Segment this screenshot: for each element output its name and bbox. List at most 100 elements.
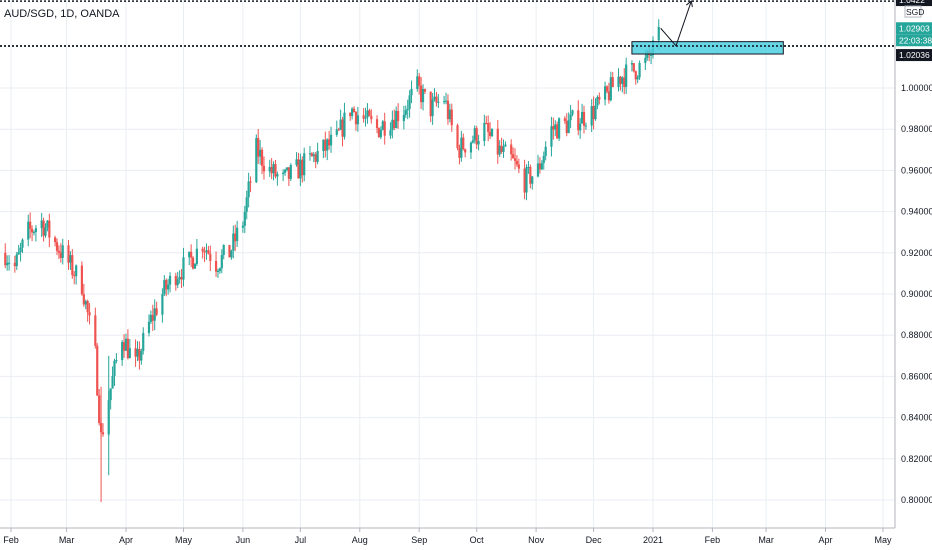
candle-body	[27, 221, 30, 240]
x-tick-label: Mar	[758, 535, 774, 545]
candle-body	[228, 245, 231, 258]
candle-body	[418, 76, 421, 86]
candle-body	[383, 121, 386, 136]
candle-body	[96, 345, 99, 396]
candle-body	[649, 54, 653, 56]
candle-body	[416, 76, 419, 89]
candle-body	[352, 108, 356, 113]
candle-body	[32, 231, 36, 233]
candle-body	[368, 110, 371, 116]
candle-body	[69, 255, 72, 263]
demand-zone-box	[631, 41, 784, 55]
candle-body	[282, 172, 285, 175]
candle-body	[180, 276, 183, 280]
candle-body	[623, 77, 626, 87]
x-tick-label: Apr	[119, 535, 133, 545]
candle-body	[402, 114, 405, 122]
candle-body	[473, 128, 476, 141]
x-tick-label: 2021	[643, 535, 663, 545]
x-tick-label: Jul	[295, 535, 307, 545]
candle-body	[270, 167, 273, 174]
candle-body	[512, 154, 515, 159]
currency-tag: SGD	[904, 5, 924, 18]
candle-body	[182, 257, 185, 280]
candle-body	[527, 166, 530, 168]
candle-body	[529, 166, 532, 184]
candle-body	[257, 138, 260, 157]
level-price-tag: 1.02036	[896, 49, 932, 62]
candles	[4, 19, 660, 503]
candle-body	[230, 250, 233, 258]
candle-body	[247, 181, 250, 198]
candle-body	[580, 111, 584, 124]
candle-body	[113, 360, 116, 376]
y-tick-label: 0.82000	[901, 454, 932, 464]
candle-body	[13, 262, 16, 267]
top-dotted-price-tag-text: 1.0422	[899, 0, 925, 5]
drawings	[0, 0, 895, 55]
candle-body	[513, 158, 517, 161]
top-dotted-price-tag: 1.0422	[896, 0, 932, 7]
y-tick-label: 0.92000	[901, 248, 932, 258]
candle-body	[259, 149, 262, 157]
candle-body	[328, 139, 331, 146]
candle-body	[80, 265, 84, 295]
candle-body	[483, 122, 486, 142]
candle-body	[366, 110, 369, 118]
candle-body	[7, 262, 11, 264]
candle-body	[339, 119, 342, 130]
candle-body	[343, 112, 346, 137]
candle-body	[477, 141, 480, 145]
candle-body	[53, 237, 57, 243]
candle-body	[34, 228, 38, 232]
candle-body	[274, 164, 277, 177]
candle-body	[489, 132, 492, 137]
candle-body	[295, 159, 298, 165]
countdown-tag-bg	[896, 34, 932, 47]
candle-body	[67, 245, 70, 263]
candle-body	[617, 76, 620, 88]
candle-body	[115, 360, 118, 362]
candle-body	[161, 294, 164, 315]
x-tick-label: May	[874, 535, 892, 545]
candle-body	[207, 250, 210, 254]
candle-body	[485, 122, 488, 124]
candle-body	[487, 123, 490, 133]
candle-body	[163, 280, 166, 295]
candle-body	[4, 252, 7, 266]
candle-body	[354, 112, 358, 125]
candle-body	[297, 159, 300, 179]
candle-body	[625, 64, 628, 87]
y-tick-label: 0.84000	[901, 413, 932, 423]
candle-body	[134, 348, 137, 357]
candle-body	[82, 294, 85, 305]
candle-body	[149, 314, 152, 322]
candle-body	[632, 63, 635, 72]
candle-body	[462, 137, 465, 150]
candle-body	[19, 247, 22, 253]
candle-body	[603, 86, 607, 100]
candle-body	[341, 119, 344, 137]
candle-body	[314, 154, 317, 162]
candle-body	[554, 124, 557, 130]
candle-body	[232, 233, 235, 251]
candle-body	[496, 128, 499, 155]
symbol-title: AUD/SGD, 1D, OANDA	[4, 8, 120, 20]
candle-body	[563, 118, 566, 121]
candle-body	[540, 163, 543, 170]
candle-body	[556, 124, 559, 139]
projection-arrow	[660, 0, 692, 47]
candle-body	[168, 275, 172, 285]
candle-body	[448, 109, 451, 120]
candle-body	[335, 129, 338, 135]
x-tick-label: Nov	[528, 535, 545, 545]
last-price-tag: 1.02903	[896, 22, 932, 35]
candle-body	[88, 312, 91, 316]
candle-body	[174, 275, 177, 286]
candle-body	[598, 96, 601, 100]
x-tick-label: Sep	[411, 535, 427, 545]
candle-body	[634, 71, 637, 80]
candle-body	[531, 176, 534, 184]
